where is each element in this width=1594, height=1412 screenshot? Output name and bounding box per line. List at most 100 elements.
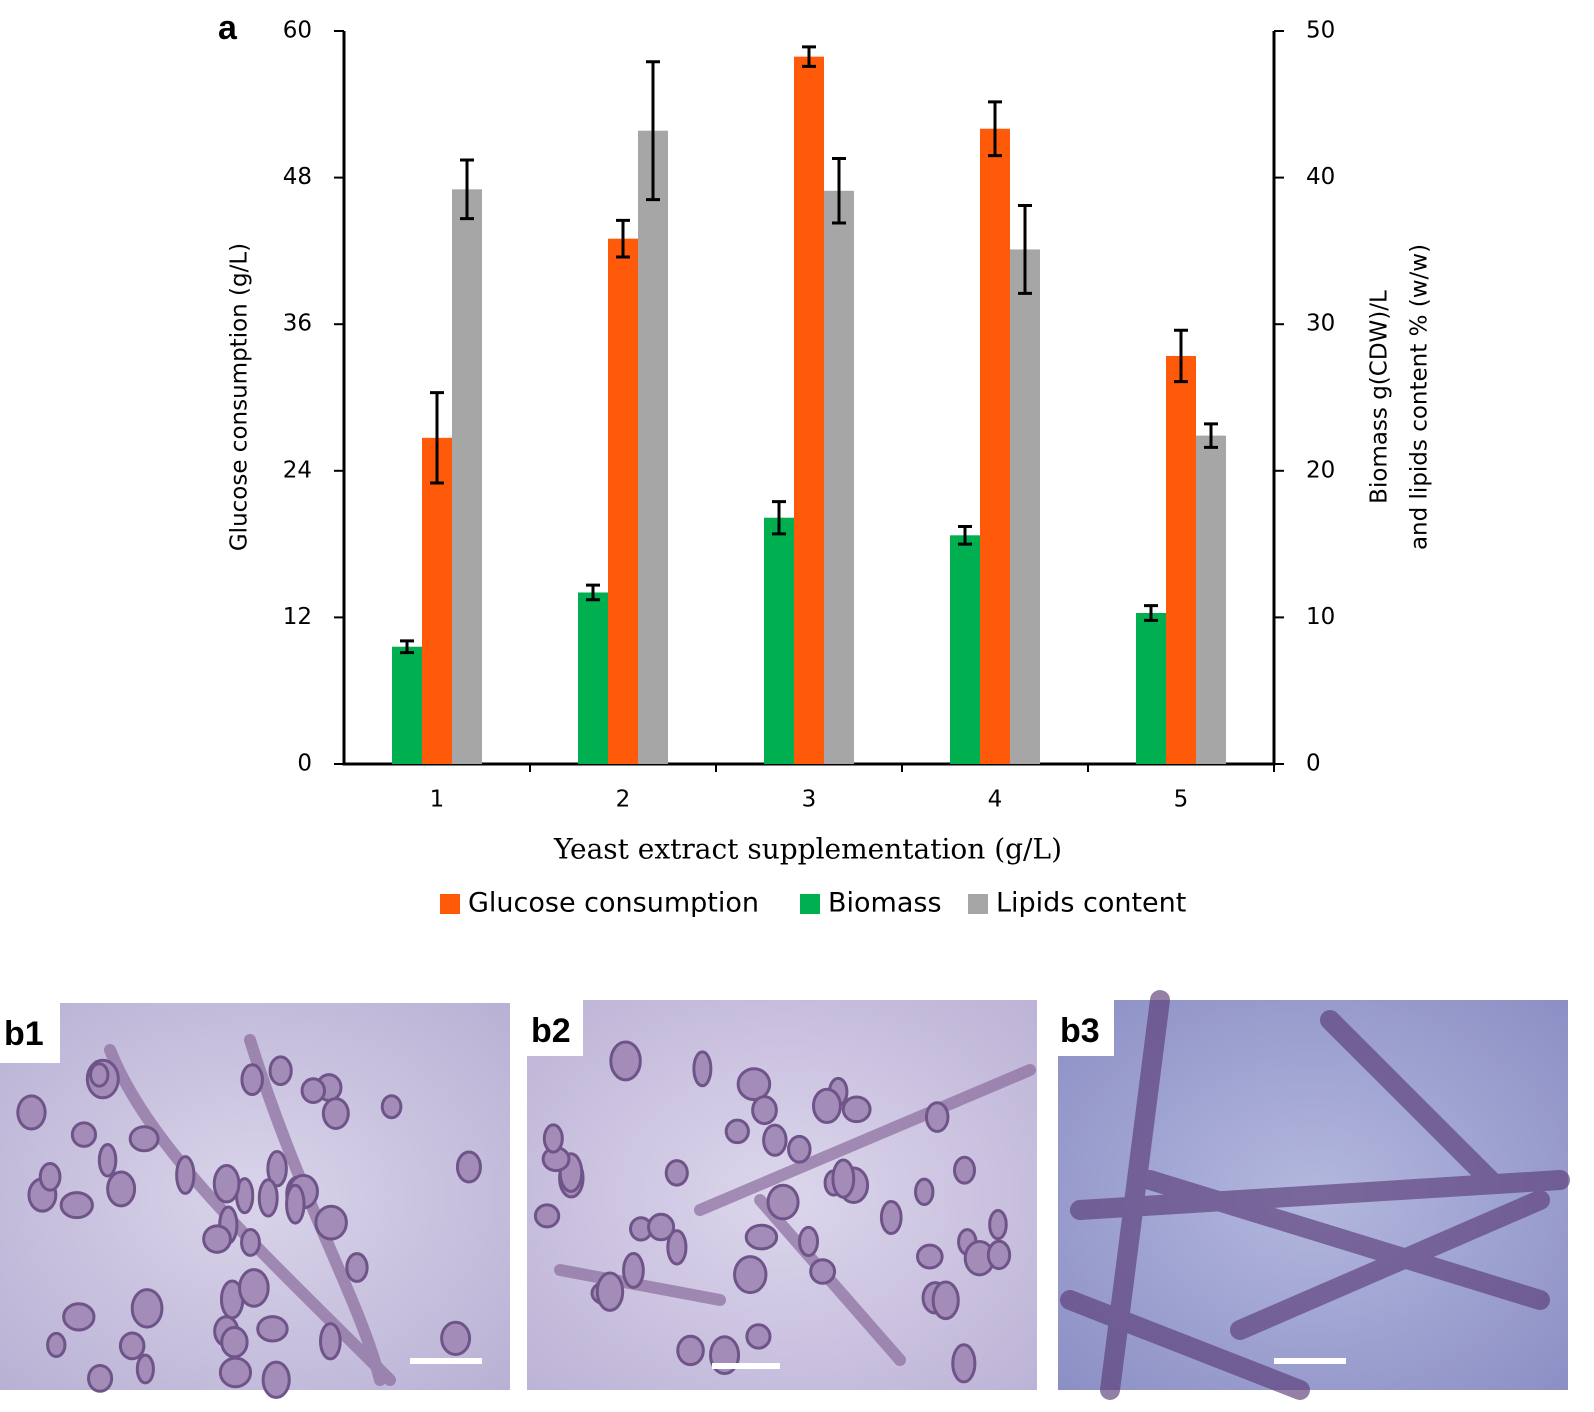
y2-tick-label: 20 [1306,457,1335,483]
cell [319,1322,342,1361]
cell [261,1360,291,1399]
bar [452,189,482,764]
cell [46,1331,67,1358]
y-axis-title: Glucose consumption (g/L) [227,243,253,551]
bar [422,437,452,764]
error-bar [1144,604,1158,622]
cell [841,1095,872,1124]
image-label: b3 [1060,1012,1100,1050]
bar [1166,355,1196,764]
y-tick-label: 24 [283,457,312,483]
cell [212,1163,241,1204]
bar [392,646,422,764]
cell [647,1212,676,1242]
error-bar [586,583,600,602]
error-bar [1174,328,1188,384]
image-label: b1 [4,1015,44,1053]
cell [953,1155,976,1185]
cell [62,1302,96,1332]
bar [608,238,638,764]
cell [135,1353,155,1385]
y2-tick-label: 10 [1306,604,1335,630]
bar [1136,613,1166,764]
cell [787,1134,812,1164]
y2-tick-label: 40 [1306,164,1335,190]
cell [766,1183,800,1221]
bar [980,128,1010,764]
legend-swatch [968,894,988,914]
bar [764,517,794,764]
bar [578,592,608,764]
cell [300,1077,327,1105]
cell [798,1225,820,1258]
cell [879,1199,903,1235]
cell [744,1223,779,1251]
cell [202,1224,232,1254]
cell [89,1062,110,1088]
cell [809,1258,837,1285]
legend-label: Lipids content [996,888,1186,919]
cell [314,1204,348,1241]
x-tick-label: 2 [616,787,631,813]
cell [762,1123,788,1157]
cell [38,1161,62,1192]
bar [950,535,980,764]
cell [118,1331,146,1361]
cell [106,1170,137,1208]
y-tick-label: 0 [297,751,312,777]
cell [257,1178,279,1218]
cell [622,1252,645,1289]
error-bar [400,639,414,655]
error-bar [772,500,786,536]
legend-swatch [440,894,460,914]
cell [733,1255,768,1295]
legend-swatch [800,894,820,914]
x-tick-label: 5 [1174,787,1189,813]
y2-axis-title: Biomass g(CDW)/L [1367,290,1393,504]
error-bar [832,157,846,225]
cell [664,1159,689,1187]
cell [609,1040,642,1082]
cell [97,1142,118,1178]
error-bar [958,525,972,546]
cell [986,1239,1012,1271]
cell [218,1356,253,1389]
cell [87,1364,114,1393]
cell [175,1155,196,1195]
cell [831,1158,856,1199]
cell [666,1229,688,1266]
y2-tick-label: 50 [1306,18,1335,44]
cell [220,1325,249,1359]
y-tick-label: 48 [283,164,312,190]
cell [268,1055,293,1087]
x-axis-title: Yeast extract supplementation (g/L) [553,833,1062,866]
error-bar [988,100,1002,158]
cell [128,1125,160,1153]
cell [321,1097,350,1130]
cell [240,1228,261,1257]
error-bar [430,391,444,485]
bar [1010,249,1040,764]
cell [724,1118,750,1145]
cell [345,1252,369,1283]
cell [455,1150,482,1184]
x-tick-label: 4 [988,787,1003,813]
x-tick-label: 1 [430,787,445,813]
cell [914,1177,935,1207]
image-label: b2 [531,1012,571,1050]
bar [794,56,824,764]
error-bar [802,45,816,68]
cell [736,1067,772,1102]
bar [1196,435,1226,764]
cell [266,1150,288,1188]
cell [533,1203,561,1229]
cell [440,1320,472,1356]
error-bar [1204,422,1218,449]
cell [238,1268,270,1308]
cell [130,1288,164,1329]
error-bar [1018,203,1032,295]
bar [824,190,854,764]
cell [70,1121,98,1148]
cell [676,1334,705,1367]
legend-label: Glucose consumption [468,888,759,919]
